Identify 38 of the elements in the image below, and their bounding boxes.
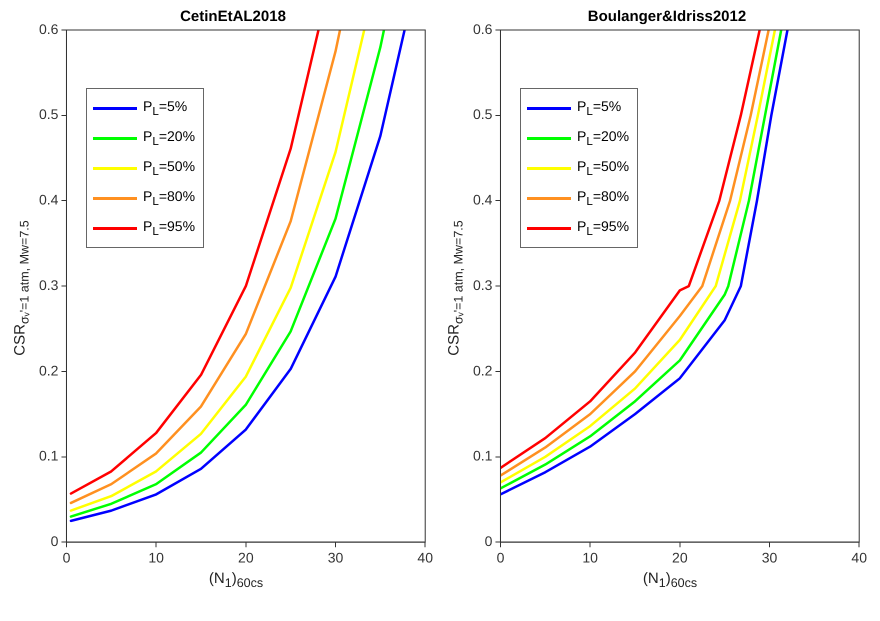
y-tick-label: 0.5 (472, 106, 493, 122)
legend-label: P$_{L}$=50% (143, 158, 196, 178)
chart-title: CetinEtAL2018 (180, 8, 286, 26)
legend-label: P$_{L}$=50% (577, 158, 630, 178)
legend-label: P$_{L}$=5% (577, 98, 622, 118)
y-tick-label: 0.2 (38, 362, 59, 378)
y-tick-label: 0.3 (38, 276, 59, 293)
x-tick-label: 20 (672, 549, 688, 566)
x-axis-title: (N$_{1}$)$_{60cs}$ (208, 570, 264, 590)
y-tick-label: 0.5 (38, 106, 59, 122)
chart-title: Boulanger&Idriss2012 (588, 8, 746, 26)
x-tick-label: 40 (851, 549, 868, 566)
legend-label: P$_{L}$=95% (577, 218, 630, 238)
x-tick-label: 40 (417, 549, 434, 566)
y-tick-label: 0 (50, 533, 59, 550)
y-tick-label: 0.2 (472, 362, 493, 378)
y-tick-label: 0.1 (38, 448, 59, 464)
y-tick-label: 0.3 (472, 276, 493, 293)
x-tick-label: 30 (328, 549, 344, 566)
y-tick-label: 0.6 (472, 20, 493, 37)
y-tick-label: 0.4 (38, 192, 59, 208)
legend-label: P$_{L}$=5% (143, 98, 188, 118)
x-tick-label: 30 (762, 549, 778, 566)
x-tick-label: 10 (582, 549, 598, 566)
y-tick-label: 0.4 (472, 192, 493, 208)
x-tick-label: 0 (496, 549, 505, 566)
y-tick-label: 0.6 (38, 20, 59, 37)
y-tick-label: 0.1 (472, 448, 493, 464)
legend-label: P$_{L}$=95% (143, 218, 196, 238)
legend-label: P$_{L}$=20% (577, 128, 630, 148)
legend-label: P$_{L}$=20% (143, 128, 196, 148)
legend-label: P$_{L}$=80% (143, 188, 196, 208)
y-tick-label: 0 (484, 533, 493, 550)
x-tick-label: 0 (62, 549, 71, 566)
legend-label: P$_{L}$=80% (577, 188, 630, 208)
x-tick-label: 10 (148, 549, 164, 566)
x-tick-label: 20 (238, 549, 254, 566)
x-axis-title: (N$_{1}$)$_{60cs}$ (642, 570, 698, 590)
